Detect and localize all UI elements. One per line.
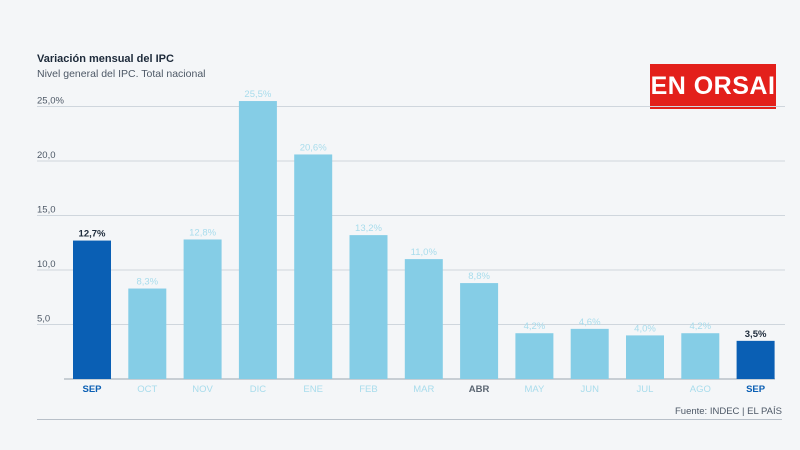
data-label: 4,0% [634, 323, 656, 334]
x-tick-label: SEP [82, 384, 102, 395]
bar [294, 154, 333, 379]
y-tick-label: 10,0 [37, 259, 56, 270]
bar [128, 288, 167, 379]
data-label: 20,6% [300, 142, 327, 153]
y-tick-label: 15,0 [37, 205, 56, 216]
data-label: 13,2% [355, 223, 382, 234]
bar [183, 239, 222, 379]
data-label: 4,6% [579, 317, 601, 328]
x-tick-label: ENE [303, 384, 323, 395]
bar [73, 240, 111, 379]
data-label: 12,7% [79, 229, 106, 240]
bar [238, 101, 277, 380]
x-tick-label: FEB [359, 384, 377, 395]
bar [404, 259, 443, 379]
bar [626, 335, 664, 379]
x-tick-label: MAY [524, 384, 545, 395]
source-credit: Fuente: INDEC | EL PAÍS [674, 406, 782, 417]
y-tick-label: 25,0% [37, 96, 64, 107]
bar [570, 328, 609, 379]
x-tick-label: AGO [690, 384, 711, 395]
x-tick-label: NOV [192, 384, 213, 395]
x-tick-label: MAR [413, 384, 434, 395]
en-orsai-logo: EN ORSAI [650, 64, 776, 109]
data-label: 4,2% [689, 321, 711, 332]
data-label: 12,8% [189, 227, 216, 238]
x-tick-label: DIC [250, 384, 267, 395]
chart-title: Variación mensual del IPC [37, 53, 174, 65]
x-tick-label: OCT [137, 384, 157, 395]
x-tick-label: JUL [637, 384, 654, 395]
x-tick-label: JUN [580, 384, 599, 395]
bar [349, 235, 388, 379]
data-label: 3,5% [745, 329, 767, 340]
y-tick-label: 5,0 [37, 314, 50, 325]
chart-subtitle: Nivel general del IPC. Total nacional [37, 68, 206, 80]
data-label: 4,2% [524, 321, 546, 332]
data-label: 8,3% [136, 277, 158, 288]
data-label: 8,8% [468, 271, 490, 282]
x-tick-label: ABR [469, 384, 490, 395]
data-label: 25,5% [244, 89, 271, 100]
y-tick-label: 20,0 [37, 150, 56, 161]
bar [515, 333, 554, 379]
data-label: 11,0% [411, 247, 438, 258]
bar [681, 333, 720, 379]
bar [460, 283, 499, 379]
bottom-divider [37, 419, 782, 420]
bar [736, 340, 775, 379]
x-tick-label: SEP [746, 384, 766, 395]
